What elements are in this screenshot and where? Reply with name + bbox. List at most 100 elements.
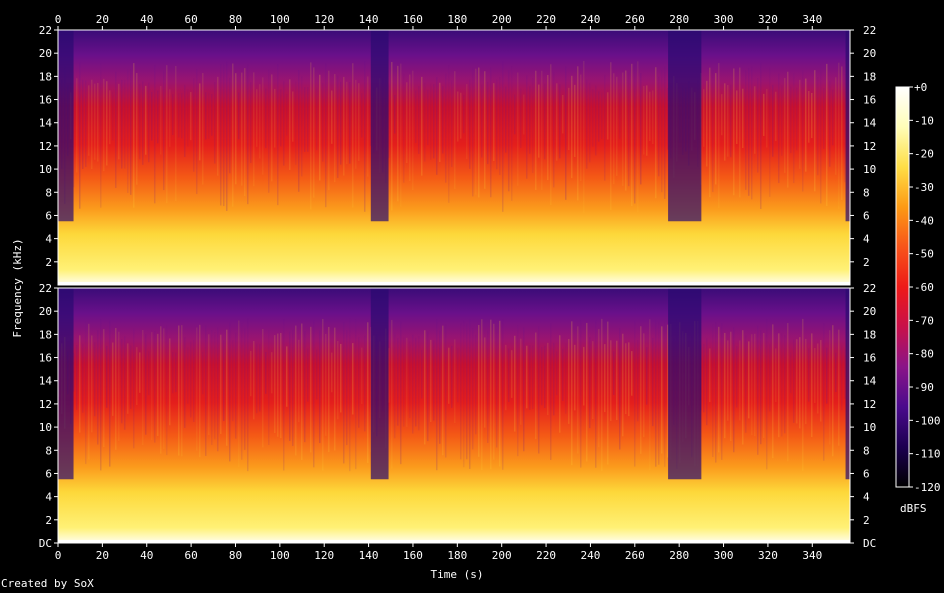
quiet-segment — [370, 288, 389, 480]
y-tick-label-right: 6 — [863, 467, 870, 480]
x-tick-label-bottom: 220 — [536, 549, 556, 562]
y-tick-label-left: 18 — [39, 70, 52, 83]
y-tick-label-right: 20 — [863, 305, 876, 318]
y-axis-label: Frequency (kHz) — [11, 238, 24, 337]
spectrogram-channel-2 — [57, 287, 851, 544]
spectrogram-channel-1 — [57, 29, 851, 286]
x-tick-label-top: 60 — [184, 13, 197, 26]
y-tick-label-right: 6 — [863, 209, 870, 222]
y-tick-label-right: 12 — [863, 140, 876, 153]
quiet-segment — [845, 30, 850, 222]
y-tick-label-left: 10 — [39, 421, 52, 434]
x-tick-label-top: 0 — [55, 13, 62, 26]
y-tick-label-left: 2 — [45, 514, 52, 527]
x-tick-label-top: 100 — [270, 13, 290, 26]
x-tick-label-top: 340 — [802, 13, 822, 26]
y-tick-label-left: 2 — [45, 256, 52, 269]
y-tick-label-right: 2 — [863, 256, 870, 269]
y-tick-label-right: 2 — [863, 514, 870, 527]
colorbar-tick-label: -110 — [914, 448, 941, 461]
x-tick-label-bottom: 80 — [229, 549, 242, 562]
x-tick-label-bottom: 160 — [403, 549, 423, 562]
y-tick-label-left: DC — [39, 537, 52, 550]
x-tick-label-bottom: 340 — [802, 549, 822, 562]
x-axis-label: Time (s) — [431, 568, 484, 581]
x-tick-label-top: 180 — [447, 13, 467, 26]
x-tick-label-top: 80 — [229, 13, 242, 26]
x-tick-label-bottom: 280 — [669, 549, 689, 562]
x-tick-label-bottom: 20 — [96, 549, 109, 562]
colorbar-tick-label: -120 — [914, 481, 941, 494]
x-tick-label-bottom: 300 — [714, 549, 734, 562]
y-tick-label-right: 14 — [863, 117, 877, 130]
y-tick-label-left: 18 — [39, 328, 52, 341]
y-tick-label-right: 22 — [863, 24, 876, 37]
x-tick-label-bottom: 180 — [447, 549, 467, 562]
x-tick-label-top: 200 — [492, 13, 512, 26]
y-tick-label-left: 20 — [39, 47, 52, 60]
y-tick-label-right: 16 — [863, 352, 876, 365]
colorbar-tick-label: -10 — [914, 114, 934, 127]
colorbar-tick-label: -40 — [914, 214, 934, 227]
y-tick-label-left: 6 — [45, 209, 52, 222]
y-tick-label-right: 22 — [863, 282, 876, 295]
colorbar-tick-label: -30 — [914, 181, 934, 194]
x-tick-label-bottom: 60 — [184, 549, 197, 562]
y-tick-label-right: 14 — [863, 375, 877, 388]
quiet-segment — [845, 288, 850, 480]
y-tick-label-right: 10 — [863, 163, 876, 176]
quiet-segment — [370, 30, 389, 222]
y-tick-label-right: 8 — [863, 186, 870, 199]
y-tick-label-left: 8 — [45, 186, 52, 199]
x-tick-label-bottom: 100 — [270, 549, 290, 562]
y-tick-label-left: 16 — [39, 352, 52, 365]
quiet-segment — [668, 30, 702, 222]
x-tick-label-bottom: 240 — [580, 549, 600, 562]
y-tick-label-right: 20 — [863, 47, 876, 60]
colorbar-label: dBFS — [900, 502, 927, 515]
quiet-segment — [58, 30, 74, 222]
y-tick-label-right: 8 — [863, 444, 870, 457]
y-tick-label-left: 22 — [39, 282, 52, 295]
colorbar — [895, 86, 910, 488]
y-tick-label-right: 18 — [863, 70, 876, 83]
y-tick-label-left: 16 — [39, 94, 52, 107]
x-tick-label-top: 140 — [359, 13, 379, 26]
x-tick-label-top: 120 — [314, 13, 334, 26]
y-tick-label-left: 22 — [39, 24, 52, 37]
y-tick-label-left: 14 — [39, 375, 53, 388]
y-tick-label-left: 10 — [39, 163, 52, 176]
y-tick-label-right: 4 — [863, 233, 870, 246]
colorbar-tick-label: -20 — [914, 148, 934, 161]
x-tick-label-top: 240 — [580, 13, 600, 26]
colorbar-tick-label: -80 — [914, 348, 934, 361]
y-tick-label-right: 18 — [863, 328, 876, 341]
x-tick-label-bottom: 260 — [625, 549, 645, 562]
x-tick-label-top: 300 — [714, 13, 734, 26]
y-tick-label-left: 20 — [39, 305, 52, 318]
colorbar-tick-label: -60 — [914, 281, 934, 294]
y-tick-label-right: 12 — [863, 398, 876, 411]
colorbar-tick-label: -50 — [914, 248, 934, 261]
y-tick-label-right: 4 — [863, 491, 870, 504]
x-tick-label-top: 40 — [140, 13, 153, 26]
y-tick-label-left: 12 — [39, 398, 52, 411]
colorbar-tick-label: -90 — [914, 381, 934, 394]
x-tick-label-top: 280 — [669, 13, 689, 26]
x-tick-label-top: 160 — [403, 13, 423, 26]
colorbar-tick-label: +0 — [914, 81, 927, 94]
x-tick-label-bottom: 40 — [140, 549, 153, 562]
sox-credit: Created by SoX — [1, 577, 94, 590]
y-tick-label-left: 4 — [45, 233, 52, 246]
x-tick-label-top: 20 — [96, 13, 109, 26]
x-tick-label-top: 320 — [758, 13, 778, 26]
y-tick-label-left: 8 — [45, 444, 52, 457]
quiet-segment — [58, 288, 74, 480]
x-tick-label-bottom: 140 — [359, 549, 379, 562]
quiet-segment — [668, 288, 702, 480]
colorbar-tick-label: -100 — [914, 414, 941, 427]
y-tick-label-right: 10 — [863, 421, 876, 434]
y-tick-label-left: 12 — [39, 140, 52, 153]
y-tick-label-right: DC — [863, 537, 876, 550]
x-tick-label-bottom: 120 — [314, 549, 334, 562]
